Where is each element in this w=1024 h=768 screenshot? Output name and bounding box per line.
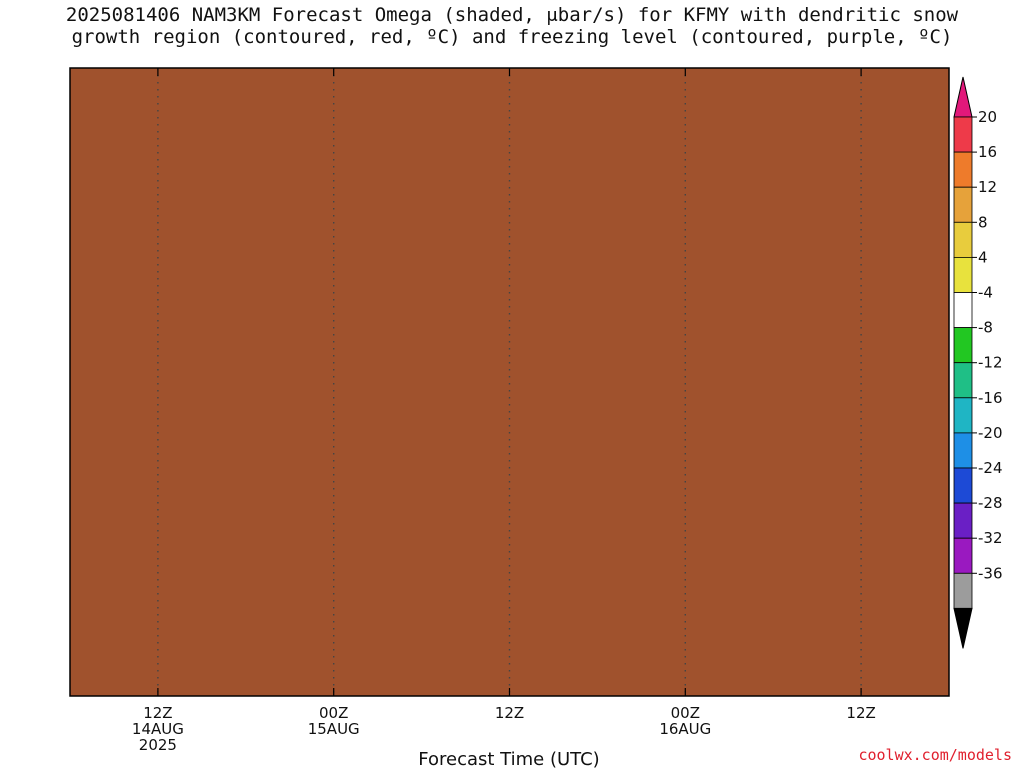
colorbar-swatch-9: [953, 432, 973, 469]
colorbar-label-12: -32: [978, 529, 1003, 547]
x-tick-label-12-0: 12Z: [143, 704, 172, 722]
colorbar-swatch-0: [953, 116, 973, 153]
colorbar-swatch-1: [953, 151, 973, 188]
colorbar-swatch-5: [953, 292, 973, 328]
colorbar-swatch-12: [953, 537, 973, 574]
chart-title-line2: growth region (contoured, red, ºC) and f…: [71, 26, 953, 48]
x-tick-label-24-1: 15AUG: [308, 720, 360, 738]
chart-title: 2025081406 NAM3KM Forecast Omega (shaded…: [0, 4, 1024, 48]
colorbar-label-6: -8: [978, 319, 993, 337]
x-axis-label: Forecast Time (UTC): [418, 749, 599, 768]
colorbar-label-3: 8: [978, 213, 988, 231]
x-tick-label-24-0: 00Z: [319, 704, 348, 722]
colorbar-label-5: -4: [978, 284, 993, 302]
colorbar-label-11: -28: [978, 494, 1003, 512]
colorbar-swatch-8: [953, 397, 973, 434]
colorbar-label-0: 20: [978, 108, 997, 126]
colorbar-swatch-3: [953, 221, 973, 258]
x-tick-label-48-1: 16AUG: [659, 720, 711, 738]
colorbar-swatch-10: [953, 467, 973, 504]
colorbar-swatch-13: [953, 572, 973, 609]
x-tick-label-12-1: 14AUG: [132, 720, 184, 738]
colorbar-swatch-2: [953, 186, 973, 223]
x-tick-label-48-0: 00Z: [671, 704, 700, 722]
colorbar-top-arrow: [953, 76, 973, 118]
colorbar-label-1: 16: [978, 143, 997, 161]
x-tick-label-60-0: 12Z: [846, 704, 875, 722]
chart-title-line1: 2025081406 NAM3KM Forecast Omega (shaded…: [65, 4, 959, 26]
ground-layer: [70, 68, 949, 696]
ground-surface: [70, 68, 949, 696]
colorbar-label-4: 4: [978, 248, 988, 266]
x-tick-label-36-0: 12Z: [495, 704, 524, 722]
colorbar: 20 16 12 8 4 -4 -8 -12 -16 -20 -24 -28 -32 -36: [953, 76, 1003, 649]
colorbar-label-7: -12: [978, 354, 1003, 372]
colorbar-label-13: -36: [978, 564, 1003, 582]
colorbar-label-9: -20: [978, 424, 1003, 442]
x-tick-label-12-2: 2025: [139, 736, 177, 754]
colorbar-swatch-7: [953, 362, 973, 399]
source-credit: coolwx.com/models: [858, 746, 1012, 764]
colorbar-swatch-6: [953, 327, 973, 364]
colorbar-label-8: -16: [978, 389, 1003, 407]
colorbar-swatch-11: [953, 502, 973, 539]
colorbar-label-2: 12: [978, 178, 997, 196]
colorbar-label-10: -24: [978, 459, 1003, 477]
colorbar-bottom-arrow: [953, 607, 973, 649]
colorbar-swatch-4: [953, 256, 973, 293]
